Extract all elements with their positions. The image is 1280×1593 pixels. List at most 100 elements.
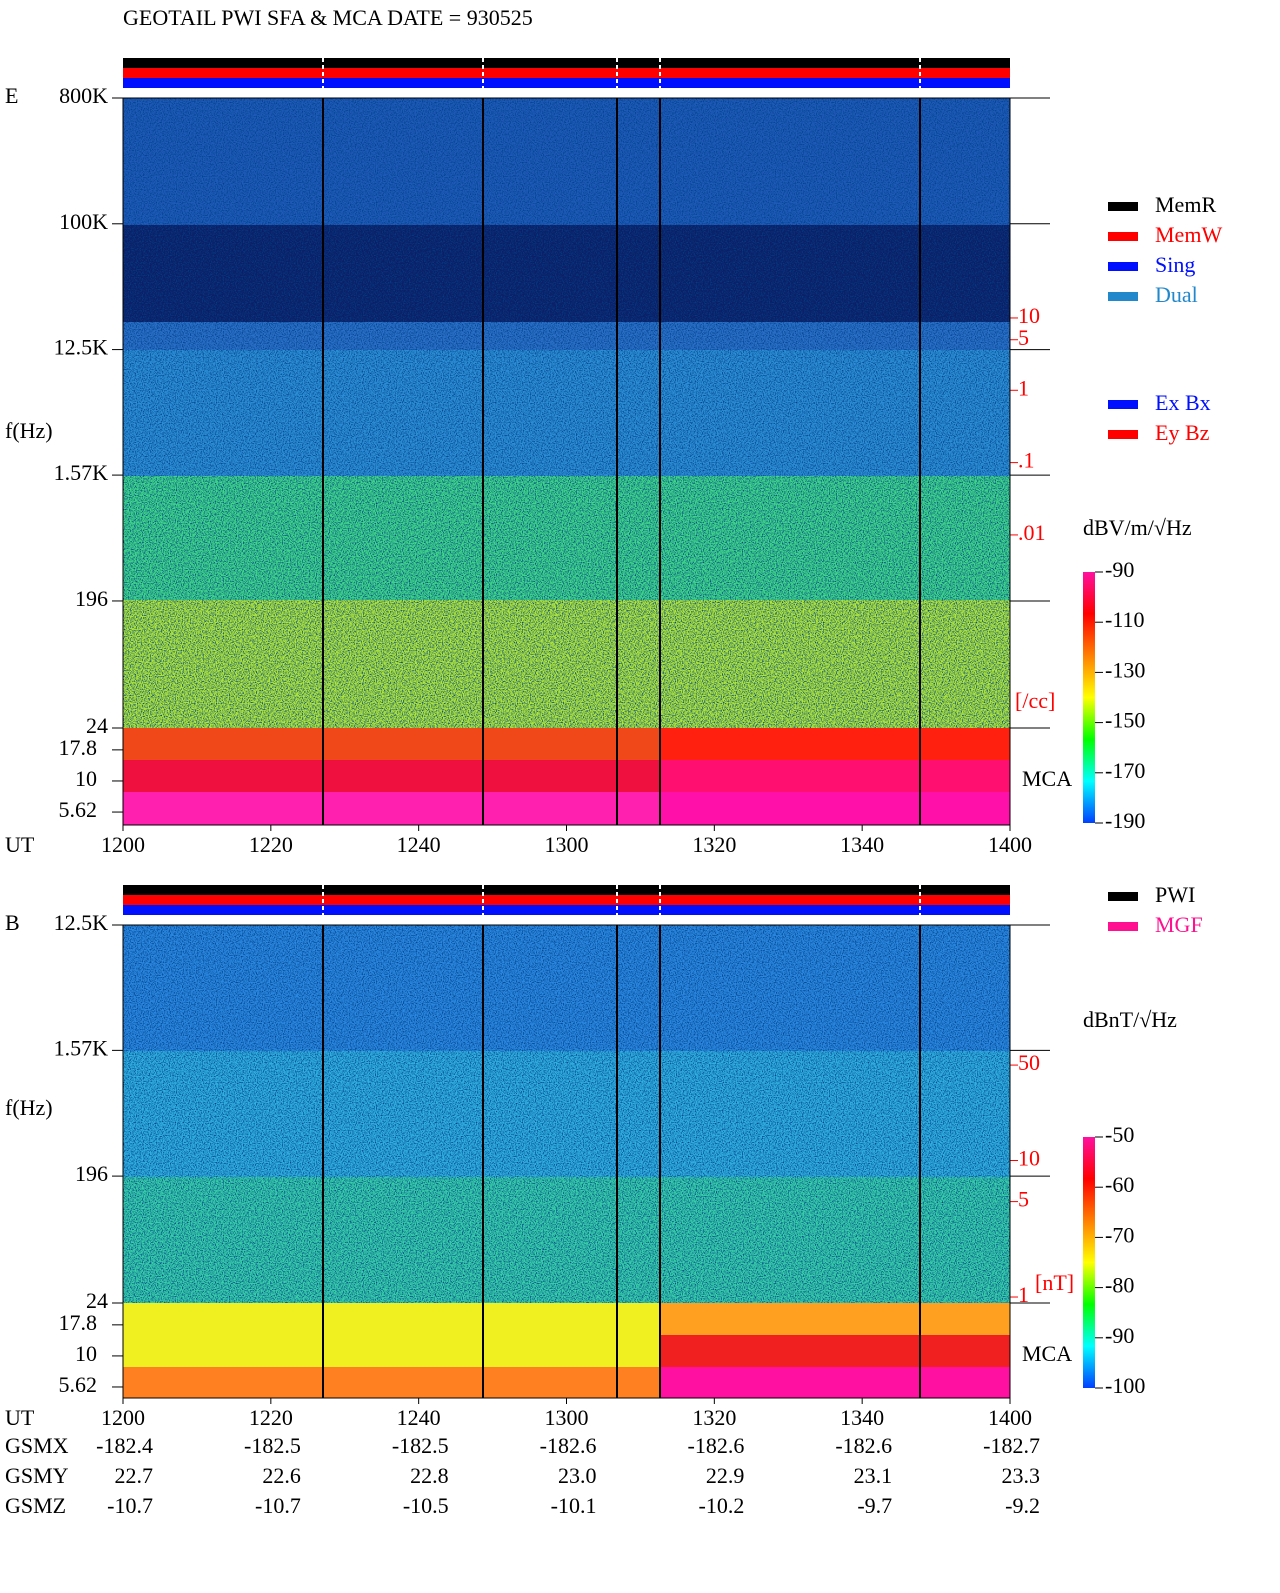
mca-tick-label: 10 [75,766,97,791]
colorbar-label: dBnT/√Hz [1083,1007,1177,1032]
orbit-value: 22.6 [262,1463,301,1488]
legend-label: Ey Bz [1155,420,1210,445]
mca-tick-label: 17.8 [59,735,98,760]
orbit-value: 22.8 [410,1463,449,1488]
orbit-value: -9.7 [857,1493,892,1518]
spectrogram-noise [123,98,1010,728]
mca-band [123,1335,660,1367]
mca-band [123,728,660,760]
legend-swatch [1108,232,1138,241]
y2-tick-label: 10 [1018,1146,1040,1171]
y-axis-label: f(Hz) [5,1095,53,1120]
y-tick-label: 12.5K [54,335,109,360]
y-tick-label: 800K [59,83,108,108]
colorbar-tick-label: -70 [1105,1222,1134,1247]
orbit-value: 23.0 [558,1463,597,1488]
y2-tick-label: 5 [1018,325,1029,350]
status-bar [123,885,1010,895]
x-tick-label: 1340 [840,832,884,857]
x-tick-label: 1340 [840,1405,884,1430]
colorbar-label: dBV/m/√Hz [1083,515,1192,540]
orbit-value: 22.7 [115,1463,154,1488]
y-tick-label: 1.57K [54,1035,109,1060]
orbit-value: -182.4 [96,1433,153,1458]
legend-swatch [1108,202,1138,211]
mca-band [660,1335,1010,1367]
colorbar-tick-label: -190 [1105,808,1145,833]
orbit-value: 23.1 [854,1463,893,1488]
x-tick-label: 1240 [397,1405,441,1430]
orbit-value: 23.3 [1002,1463,1041,1488]
legend-swatch [1108,922,1138,931]
orbit-value: -182.5 [244,1433,301,1458]
orbit-value: -10.7 [107,1493,153,1518]
orbit-row-label: GSMX [5,1433,69,1458]
spectrogram-noise [123,925,1010,1303]
plot-frame [122,97,1011,826]
orbit-value: -182.6 [835,1433,892,1458]
orbit-value: -182.7 [983,1433,1040,1458]
x-tick-label: 1220 [249,1405,293,1430]
y2-tick-label: 10 [1018,303,1040,328]
status-bar [123,78,1010,88]
orbit-value: -182.5 [392,1433,449,1458]
colorbar [1083,1137,1095,1388]
orbit-value: -9.2 [1005,1493,1040,1518]
y2-axis-label: [nT] [1035,1270,1074,1295]
mca-band [123,1303,660,1335]
colorbar [1083,572,1095,823]
y-tick-label: 100K [59,209,108,234]
legend-label: Dual [1155,282,1198,307]
legend-swatch [1108,892,1138,901]
mca-tick-label: 10 [75,1341,97,1366]
legend-label: MGF [1155,912,1203,937]
colorbar-tick-label: -90 [1105,557,1134,582]
orbit-value: -10.2 [699,1493,745,1518]
mca-band [123,760,660,792]
panel-label: E [5,83,18,108]
mca-band [660,1367,1010,1398]
y2-tick-label: 1 [1018,1282,1029,1307]
mca-band [660,760,1010,792]
mca-tick-label: 17.8 [59,1310,98,1335]
colorbar-tick-label: -50 [1105,1122,1134,1147]
x-tick-label: 1300 [545,1405,589,1430]
mca-band [660,728,1010,760]
colorbar-tick-label: -90 [1105,1323,1134,1348]
x-axis-label: UT [5,1405,35,1430]
y-tick-label: 196 [75,586,108,611]
orbit-value: -182.6 [688,1433,745,1458]
status-bar [123,68,1010,78]
x-tick-label: 1240 [397,832,441,857]
y2-tick-label: 5 [1018,1187,1029,1212]
mca-band [123,792,660,825]
mca-band [660,792,1010,825]
orbit-value: -10.5 [403,1493,449,1518]
colorbar-tick-label: -80 [1105,1273,1134,1298]
colorbar-tick-label: -170 [1105,758,1145,783]
x-tick-label: 1200 [101,832,145,857]
mca-band [660,1303,1010,1335]
status-bar [123,58,1010,68]
x-tick-label: 1320 [692,1405,736,1430]
x-axis-label: UT [5,832,35,857]
y2-axis-label: [/cc] [1015,688,1055,713]
y2-tick-label: 1 [1018,375,1029,400]
x-tick-label: 1400 [988,1405,1032,1430]
colorbar-tick-label: -100 [1105,1373,1145,1398]
colorbar-tick-label: -110 [1105,607,1145,632]
plot-frame [122,924,1011,1399]
mca-tick-label: 5.62 [59,1372,98,1397]
y-axis-label: f(Hz) [5,418,53,443]
legend-swatch [1108,430,1138,439]
legend-label: Ex Bx [1155,390,1211,415]
y2-tick-label: .1 [1018,448,1035,473]
x-tick-label: 1400 [988,832,1032,857]
orbit-value: 22.9 [706,1463,745,1488]
orbit-row-label: GSMY [5,1463,69,1488]
y-tick-label: 196 [75,1161,108,1186]
x-tick-label: 1220 [249,832,293,857]
legend-label: Sing [1155,252,1195,277]
legend-swatch [1108,262,1138,271]
legend-label: MemR [1155,192,1216,217]
